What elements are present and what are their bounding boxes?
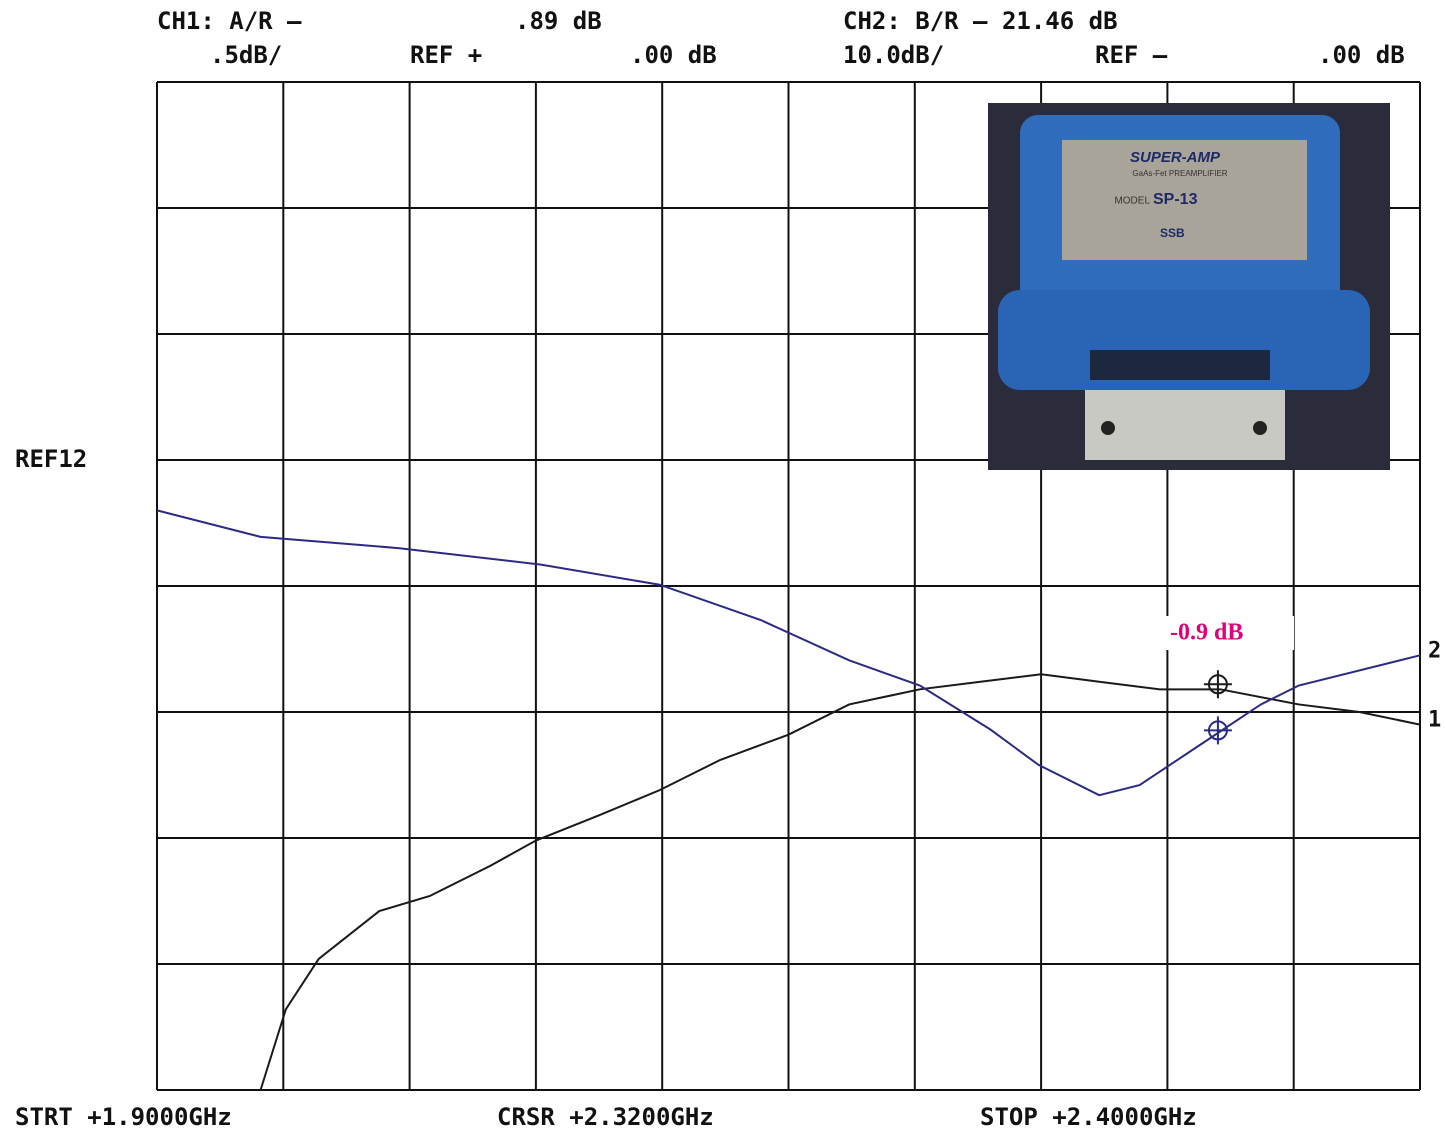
header-ch1-scale: .5dB/ xyxy=(210,41,282,69)
photo-maker: SSB xyxy=(1160,226,1185,240)
cursor-marker xyxy=(1203,716,1232,745)
annotation-background xyxy=(1166,616,1294,650)
photo-plate xyxy=(1062,140,1307,260)
header-ch2-ref: REF – xyxy=(1095,41,1168,69)
ref-label: REF12 xyxy=(15,445,87,473)
photo-model-prefix: MODEL xyxy=(1114,196,1150,207)
photo-hole xyxy=(1101,421,1115,435)
traces: 12 xyxy=(156,509,1441,1091)
footer-cursor: CRSR +2.3200GHz xyxy=(497,1103,714,1131)
cursor-marker xyxy=(1203,670,1232,699)
photo-connectors xyxy=(1090,350,1270,380)
header-ch1-ref: REF + xyxy=(410,41,482,69)
photo-hole xyxy=(1253,421,1267,435)
photo-model: SP-13 xyxy=(1153,191,1198,208)
trace-label: 1 xyxy=(1428,708,1441,733)
header-ch2-scale: 10.0dB/ xyxy=(843,41,944,69)
header-ch1: CH1: A/R – xyxy=(157,7,302,35)
header-ch2-ref-value: .00 dB xyxy=(1318,41,1405,69)
photo-inset: SUPER-AMP GaAs-Fet PREAMPLIFIER MODEL SP… xyxy=(988,103,1390,470)
trace xyxy=(156,509,1421,797)
header-ch2: CH2: B/R – 21.46 dB xyxy=(843,7,1118,35)
trace xyxy=(259,673,1421,1091)
footer-stop: STOP +2.4000GHz xyxy=(980,1103,1197,1131)
trace-label: 2 xyxy=(1428,638,1441,663)
photo-product: GaAs-Fet PREAMPLIFIER xyxy=(1132,169,1227,178)
header-ch1-value: .89 dB xyxy=(515,7,602,35)
annotation: -0.9 dB xyxy=(1170,620,1243,646)
header-ch1-ref-value: .00 dB xyxy=(630,41,717,69)
photo-brand: SUPER-AMP xyxy=(1130,149,1221,166)
footer-start: STRT +1.9000GHz xyxy=(15,1103,232,1131)
